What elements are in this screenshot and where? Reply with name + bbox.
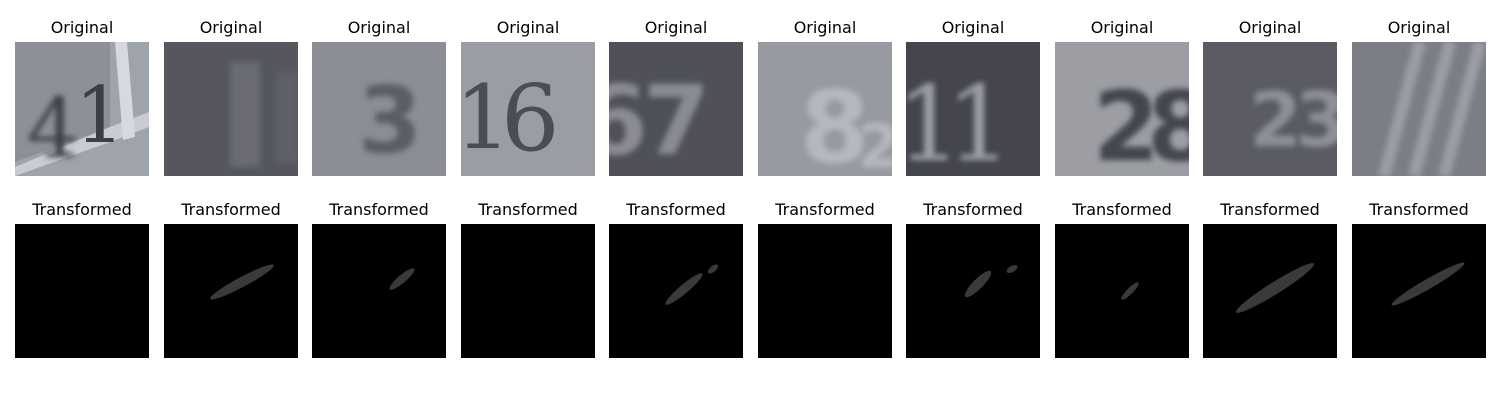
original-image: 2 3 [1203,42,1337,176]
original-image: 2 8 [1055,42,1189,176]
transformed-image [164,224,298,358]
panel-title: Original [644,18,708,37]
panel-title: Original [1090,18,1154,37]
panel-title: Transformed [329,200,429,219]
panel-title: Transformed [478,200,578,219]
svg-text:6: 6 [501,65,560,172]
svg-text:2: 2 [858,112,892,176]
svg-text:1: 1 [75,71,125,161]
svg-text:1: 1 [946,63,1012,176]
transformed-image [1203,224,1337,358]
panel-title: Transformed [626,200,726,219]
svg-text:3: 3 [358,67,422,174]
transformed-image [906,224,1040,358]
panel-title: Original [347,18,411,37]
transformed-image [1352,224,1486,358]
svg-text:7: 7 [643,65,710,176]
original-image: 1 6 [461,42,595,176]
transformed-image [758,224,892,358]
transformed-image [609,224,743,358]
transformed-image [461,224,595,358]
panel-title: Transformed [32,200,132,219]
panel-title: Transformed [181,200,281,219]
original-image: 6 7 [609,42,743,176]
panel-title: Transformed [923,200,1023,219]
panel-title: Transformed [1220,200,1320,219]
svg-text:1: 1 [461,66,511,169]
panel-title: Original [941,18,1005,37]
original-image: 1 1 [906,42,1040,176]
original-image [164,42,298,176]
transformed-image [15,224,149,358]
original-image: 3 [312,42,446,176]
svg-text:2: 2 [1249,75,1302,164]
panel-title: Original [793,18,857,37]
svg-text:1: 1 [906,63,962,176]
panel-title: Original [1238,18,1302,37]
svg-text:6: 6 [609,65,648,176]
transformed-image [312,224,446,358]
transformed-image [1055,224,1189,358]
panel-title: Transformed [1072,200,1172,219]
panel-title: Transformed [775,200,875,219]
original-image: 4 1 [15,42,149,176]
original-image [1352,42,1486,176]
panel-title: Original [199,18,263,37]
svg-text:8: 8 [800,69,870,176]
svg-text:3: 3 [1295,75,1337,164]
panel-title: Original [496,18,560,37]
original-image: 8 2 [758,42,892,176]
svg-text:2: 2 [1093,71,1160,176]
svg-text:8: 8 [1147,71,1189,176]
panel-title: Original [1387,18,1451,37]
panel-title: Original [50,18,114,37]
svg-text:4: 4 [27,82,79,176]
panel-title: Transformed [1369,200,1469,219]
